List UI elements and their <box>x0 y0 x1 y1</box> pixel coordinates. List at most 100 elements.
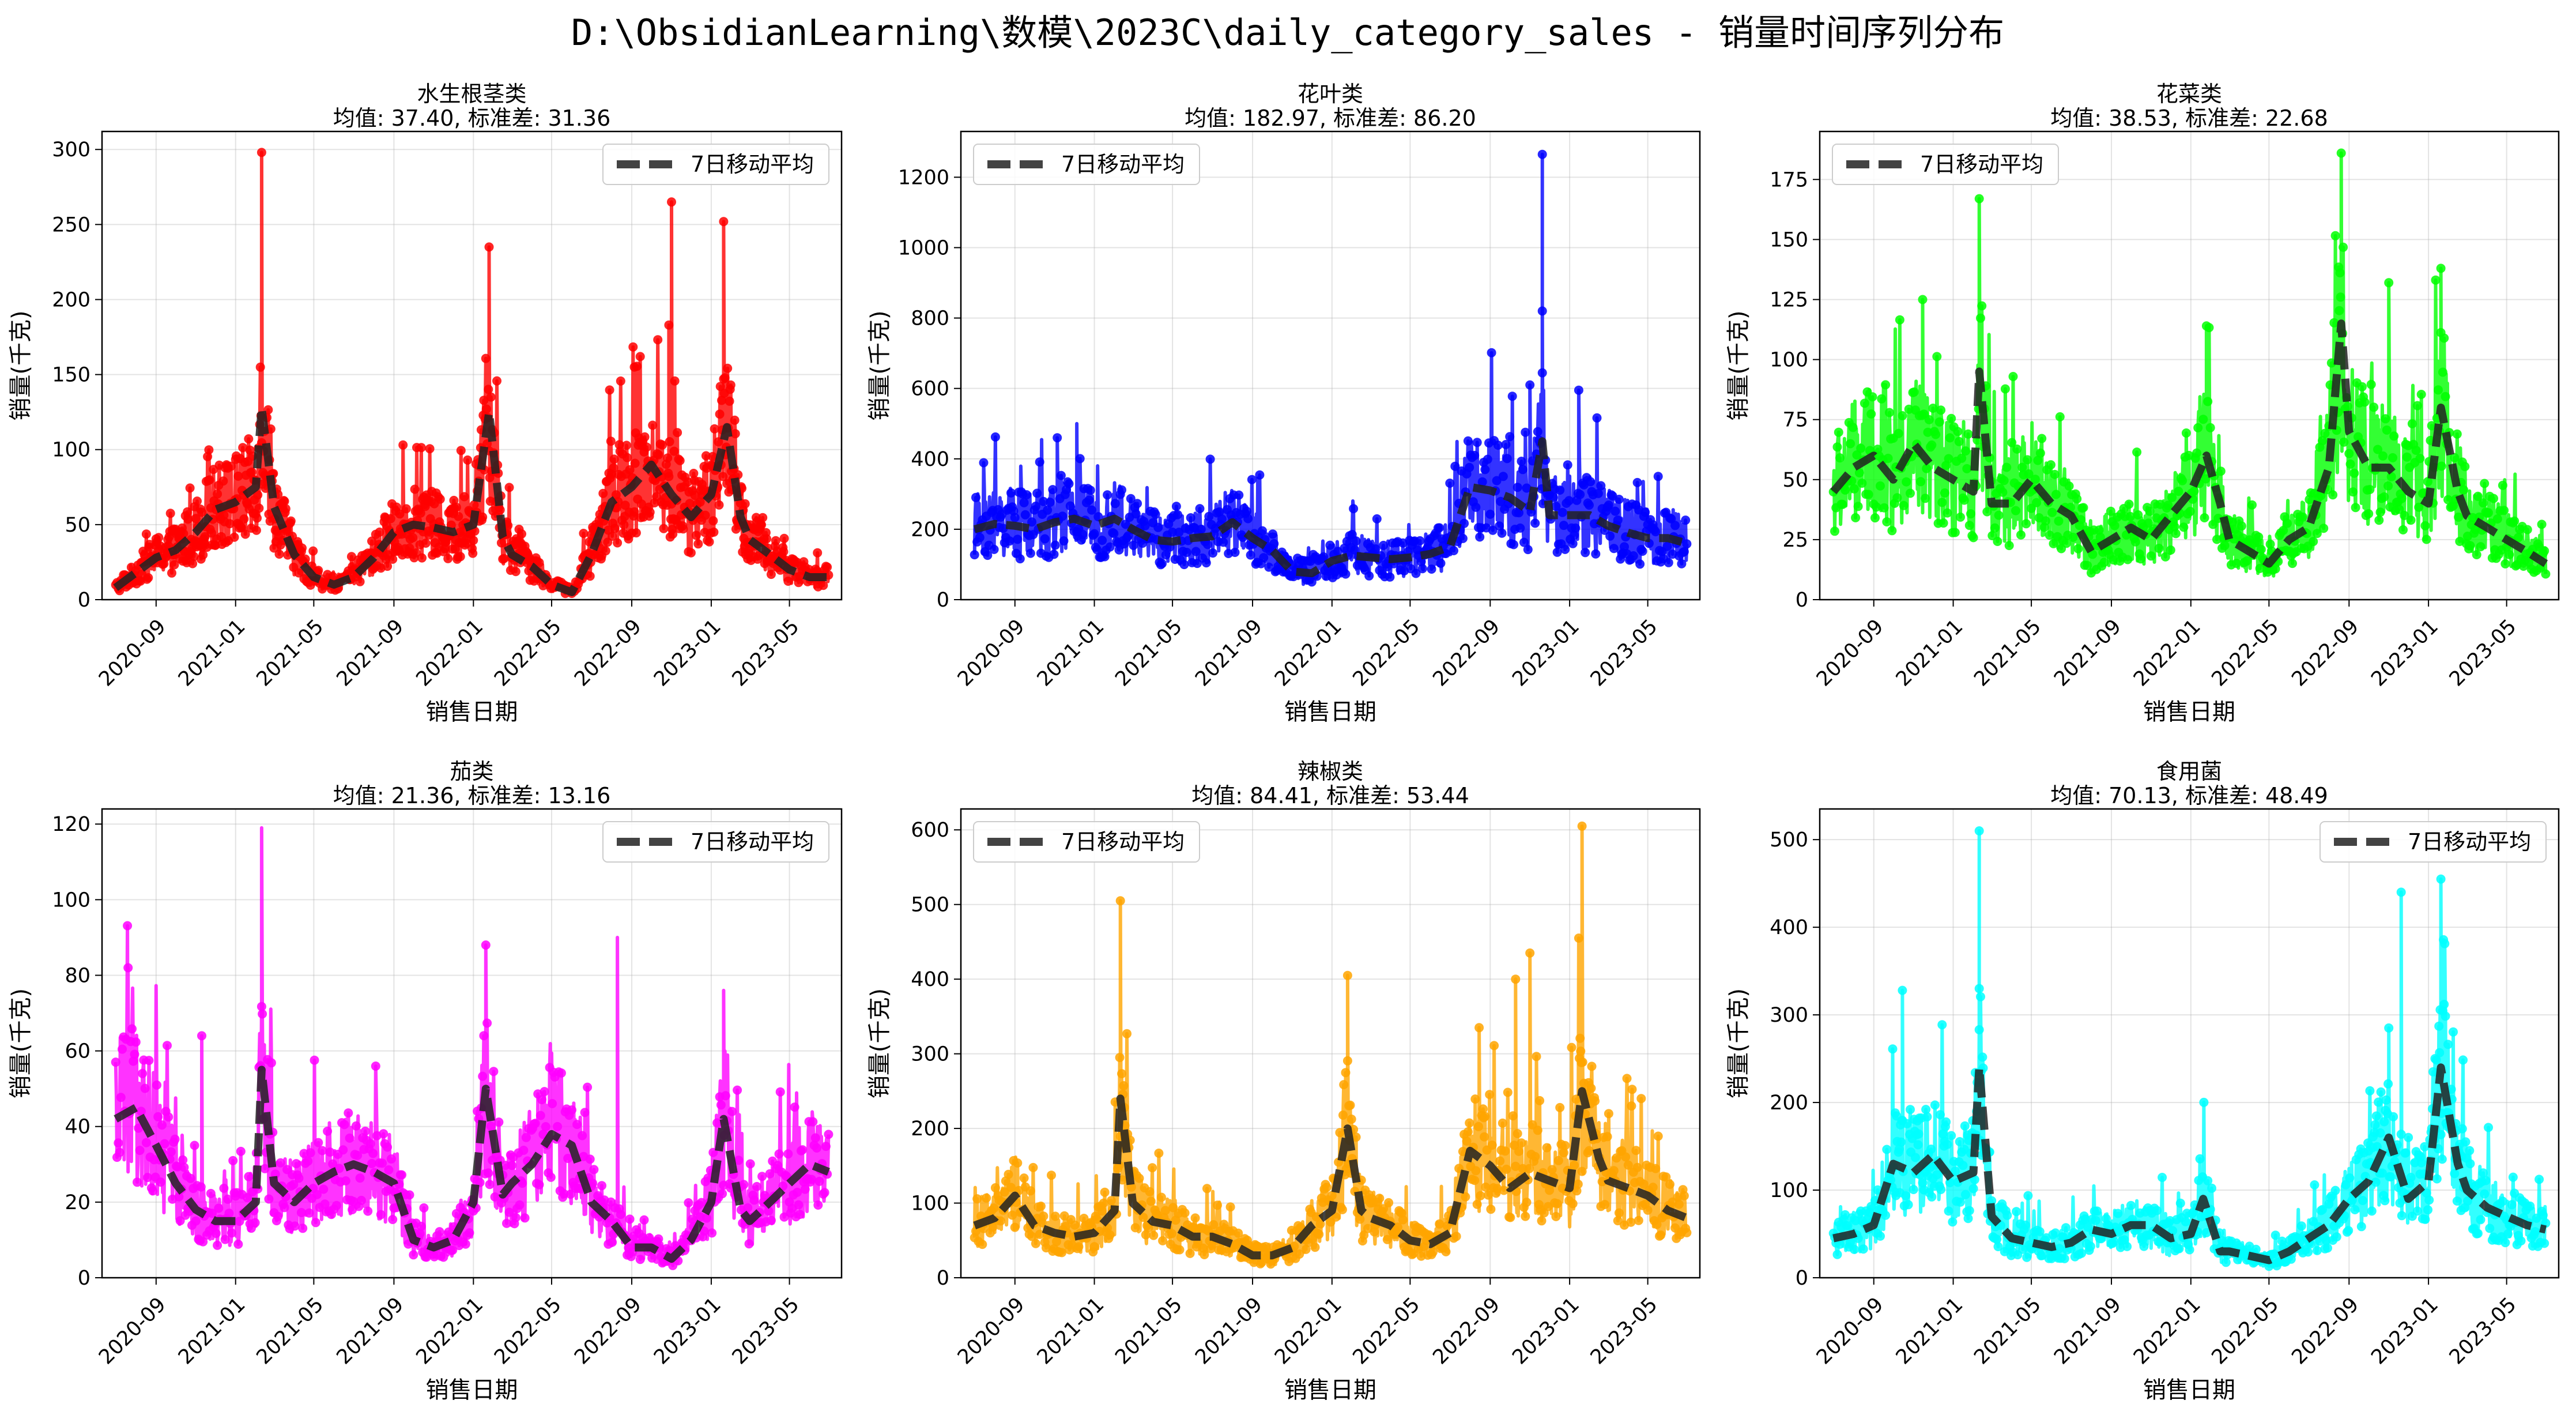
daily-sales-point <box>1926 1145 1936 1154</box>
daily-sales-point <box>2443 495 2453 505</box>
daily-sales-point <box>720 373 730 383</box>
daily-sales-point <box>2154 544 2164 553</box>
daily-sales-point <box>2364 509 2374 518</box>
daily-sales-point <box>1552 1199 1562 1209</box>
daily-sales-point <box>1351 1132 1361 1142</box>
daily-sales-point <box>2540 546 2549 556</box>
subplot-title: 水生根茎类 <box>417 81 526 107</box>
daily-sales-point <box>2378 451 2388 461</box>
daily-sales-point <box>205 475 214 485</box>
daily-sales-point <box>1651 527 1661 537</box>
daily-sales-point <box>243 1193 252 1203</box>
daily-sales-point <box>1679 547 1689 556</box>
daily-sales-point <box>1585 500 1594 510</box>
daily-sales-point <box>688 1214 697 1224</box>
daily-sales-point <box>1056 471 1066 480</box>
daily-sales-point <box>1522 483 1532 493</box>
daily-sales-point <box>1918 295 1928 304</box>
daily-sales-point <box>1513 1129 1522 1138</box>
daily-sales-point <box>563 1154 573 1163</box>
daily-sales-point <box>823 562 832 572</box>
daily-sales-point <box>2166 545 2175 555</box>
daily-sales-point <box>1851 1216 1861 1225</box>
daily-sales-point <box>632 362 642 371</box>
x-tick-label: 2022-01 <box>2129 615 2205 691</box>
daily-sales-point <box>435 1227 444 1237</box>
daily-sales-point <box>1138 1213 1148 1222</box>
x-tick-label: 2023-05 <box>2445 1293 2521 1369</box>
daily-sales-point <box>2349 468 2359 478</box>
moving-average-line <box>1830 319 2548 568</box>
daily-sales-point <box>416 508 425 518</box>
daily-sales-point <box>1604 1109 1613 1119</box>
daily-sales-point <box>1832 1249 1842 1259</box>
daily-sales-point <box>281 504 291 514</box>
daily-sales-point <box>995 1216 1005 1226</box>
daily-sales-point <box>1653 1131 1663 1141</box>
daily-sales-point <box>1551 502 1561 511</box>
daily-sales-point <box>291 1159 301 1169</box>
daily-sales-point <box>253 490 263 500</box>
daily-sales-point <box>1182 548 1191 557</box>
daily-sales-point <box>1215 507 1224 517</box>
daily-sales-point <box>1609 544 1619 554</box>
daily-sales-point <box>1264 562 1274 572</box>
daily-sales-point <box>356 1195 366 1205</box>
daily-sales-point <box>1613 1216 1623 1226</box>
x-axis-label: 销售日期 <box>1284 699 1376 725</box>
daily-sales-point <box>1031 501 1040 511</box>
daily-sales-point <box>629 507 639 517</box>
daily-sales-point <box>220 1234 230 1244</box>
daily-sales-point <box>1950 1166 1960 1176</box>
daily-sales-point <box>1948 1217 1958 1227</box>
y-tick-label: 0 <box>937 1267 949 1290</box>
daily-sales-point <box>572 1120 582 1130</box>
daily-sales-point <box>2396 887 2406 897</box>
moving-average-line <box>973 437 1688 578</box>
daily-sales-point <box>1854 468 1864 477</box>
daily-sales-point <box>2440 939 2450 948</box>
daily-sales-point <box>2113 1209 2123 1218</box>
daily-sales-point <box>1515 523 1525 533</box>
daily-sales-point <box>988 1222 998 1232</box>
daily-sales-point <box>257 148 266 157</box>
daily-sales-point <box>534 558 544 567</box>
daily-sales-point <box>774 1149 784 1159</box>
daily-sales-point <box>297 543 307 553</box>
daily-sales-point <box>1568 1199 1578 1209</box>
daily-sales-point <box>790 1102 799 1112</box>
x-tick-label: 2022-05 <box>1349 615 1425 691</box>
daily-sales-point <box>398 440 408 450</box>
daily-sales-point <box>2094 525 2104 535</box>
daily-sales-point <box>2438 367 2447 377</box>
daily-sales-point <box>1186 513 1195 522</box>
daily-sales-point <box>1141 1230 1151 1240</box>
daily-sales-point <box>451 502 461 512</box>
daily-sales-point <box>2329 318 2339 328</box>
daily-sales-point <box>2000 384 2010 394</box>
daily-sales-point <box>130 1049 139 1059</box>
daily-sales-point <box>2432 1174 2442 1184</box>
daily-sales-point <box>383 1142 393 1152</box>
daily-sales-point <box>2443 1040 2453 1049</box>
daily-sales-point <box>2525 1201 2535 1211</box>
daily-sales-point <box>1857 479 1867 488</box>
daily-sales-point <box>2204 323 2214 333</box>
plot-area <box>1828 148 2551 579</box>
daily-sales-point <box>1987 1196 1997 1206</box>
daily-sales-point <box>1039 1211 1048 1221</box>
daily-sales-point <box>2309 537 2318 547</box>
daily-sales-point <box>1600 1200 1610 1209</box>
daily-sales-point <box>2339 437 2349 447</box>
daily-sales-point <box>519 1146 529 1155</box>
daily-sales-point <box>2367 1206 2377 1216</box>
daily-sales-point <box>1535 1096 1545 1105</box>
daily-sales-point <box>1342 1056 1352 1066</box>
daily-sales-point <box>2505 549 2514 559</box>
legend-box <box>973 821 1200 863</box>
daily-sales-point <box>1087 505 1096 515</box>
daily-sales-point <box>2035 448 2045 458</box>
daily-sales-point <box>1514 1146 1523 1156</box>
daily-sales-point <box>1505 432 1515 442</box>
